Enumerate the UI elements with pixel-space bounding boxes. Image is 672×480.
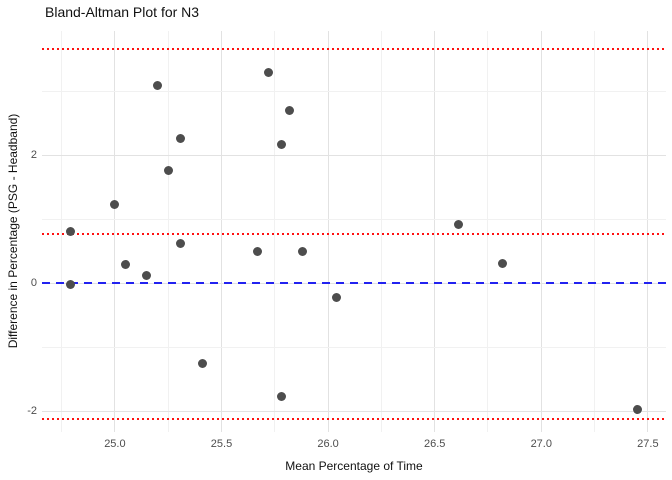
x-axis-title: Mean Percentage of Time [285,459,423,473]
data-point [498,258,508,268]
data-point [276,391,286,401]
x-minor-gridline [274,31,276,432]
data-point [65,279,75,289]
plot-title: Bland-Altman Plot for N3 [45,4,200,20]
data-point [197,359,207,369]
x-tick-label: 25.0 [104,438,126,450]
y-major-gridline [42,154,666,156]
y-tick-label: 2 [30,148,37,161]
x-tick-label: 25.5 [210,438,233,450]
mean-bias-line [42,233,666,236]
y-tick-label: -2 [27,404,37,417]
x-minor-gridline [61,31,63,432]
x-major-gridline [114,31,116,432]
x-tick-label: 26.5 [423,438,446,450]
x-major-gridline [327,31,329,432]
x-tick-label: 26.0 [317,438,339,450]
x-major-gridline [540,31,542,432]
x-tick-label: 27.5 [637,438,659,450]
data-point [142,270,152,280]
y-minor-gridline [42,218,666,220]
lower-loa-line [42,418,666,421]
data-point [163,165,173,175]
y-minor-gridline [42,346,666,348]
data-point [121,259,131,269]
x-minor-gridline [487,31,489,432]
zero-line [42,282,666,285]
data-point [253,246,263,256]
data-point [176,239,186,249]
data-point [298,246,307,256]
data-point [65,227,75,237]
data-point [153,80,163,90]
data-point [285,106,295,116]
data-point [332,292,342,302]
y-tick-label: 0 [30,276,37,289]
data-point [453,220,463,230]
data-point [110,200,120,210]
data-point [263,67,273,77]
x-major-gridline [434,31,436,432]
y-minor-gridline [42,90,666,92]
x-minor-gridline [167,31,169,432]
data-point [176,133,186,143]
data-point [276,139,286,149]
upper-loa-line [42,48,666,51]
data-point [632,404,642,414]
x-minor-gridline [380,31,382,432]
y-major-gridline [42,410,666,412]
x-major-gridline [647,31,649,432]
plot-panel [42,31,666,432]
x-minor-gridline [594,31,596,432]
x-major-gridline [221,31,222,432]
x-tick-label: 27.0 [530,438,552,450]
